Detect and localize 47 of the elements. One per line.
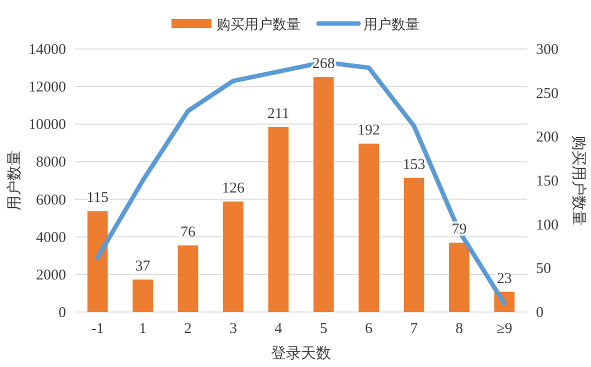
bar — [449, 242, 470, 312]
data-label: 37 — [135, 258, 151, 275]
x-tick-label: 7 — [410, 321, 418, 337]
y2-tick-label: 300 — [536, 42, 558, 58]
y-tick-label: 8000 — [36, 154, 66, 171]
legend-label: 购买用户数量 — [216, 17, 300, 33]
y2-tick-label: 0 — [536, 305, 544, 321]
y-tick-label: 10000 — [28, 117, 66, 134]
legend-label: 用户数量 — [364, 17, 420, 33]
x-tick-label: 6 — [365, 321, 374, 337]
data-label: 153 — [402, 156, 426, 173]
y-tick-label: 6000 — [36, 192, 66, 208]
bar — [404, 178, 424, 312]
bar — [313, 77, 334, 312]
x-tick-label: -1 — [91, 321, 104, 337]
x-tick-label: 8 — [455, 321, 463, 337]
data-label: 126 — [222, 180, 245, 197]
y2-axis-title: 购买用户数量 — [570, 136, 588, 226]
y-tick-label: 2000 — [36, 267, 66, 284]
y-tick-label: 14000 — [28, 42, 66, 58]
data-label: 76 — [180, 224, 196, 240]
y2-tick-label: 50 — [536, 261, 551, 278]
y2-tick-label: 150 — [536, 174, 558, 190]
y-tick-label: 12000 — [28, 80, 66, 96]
data-label: 211 — [267, 106, 290, 122]
y2-tick-label: 250 — [536, 86, 558, 102]
x-tick-label: 3 — [229, 321, 237, 337]
data-label: 192 — [358, 122, 380, 139]
x-tick-label: 2 — [184, 321, 192, 337]
bar — [178, 245, 198, 312]
y-tick-label: 4000 — [36, 230, 66, 246]
x-tick-label: 4 — [274, 321, 283, 337]
bar — [268, 127, 289, 312]
bar — [358, 144, 379, 312]
y2-tick-label: 100 — [536, 217, 558, 234]
x-tick-label: 5 — [320, 321, 328, 337]
x-tick-label: 1 — [139, 321, 147, 337]
bar — [132, 280, 153, 312]
y-tick-label: 0 — [58, 305, 66, 321]
y-axis-title: 用户数量 — [5, 150, 23, 210]
x-axis-title: 登录天数 — [271, 344, 331, 362]
bar — [223, 202, 244, 312]
data-label: 115 — [86, 190, 109, 206]
data-label: 23 — [496, 270, 512, 287]
bar — [87, 211, 108, 312]
y2-tick-label: 200 — [536, 130, 558, 146]
x-tick-label: ≥9 — [496, 321, 512, 337]
